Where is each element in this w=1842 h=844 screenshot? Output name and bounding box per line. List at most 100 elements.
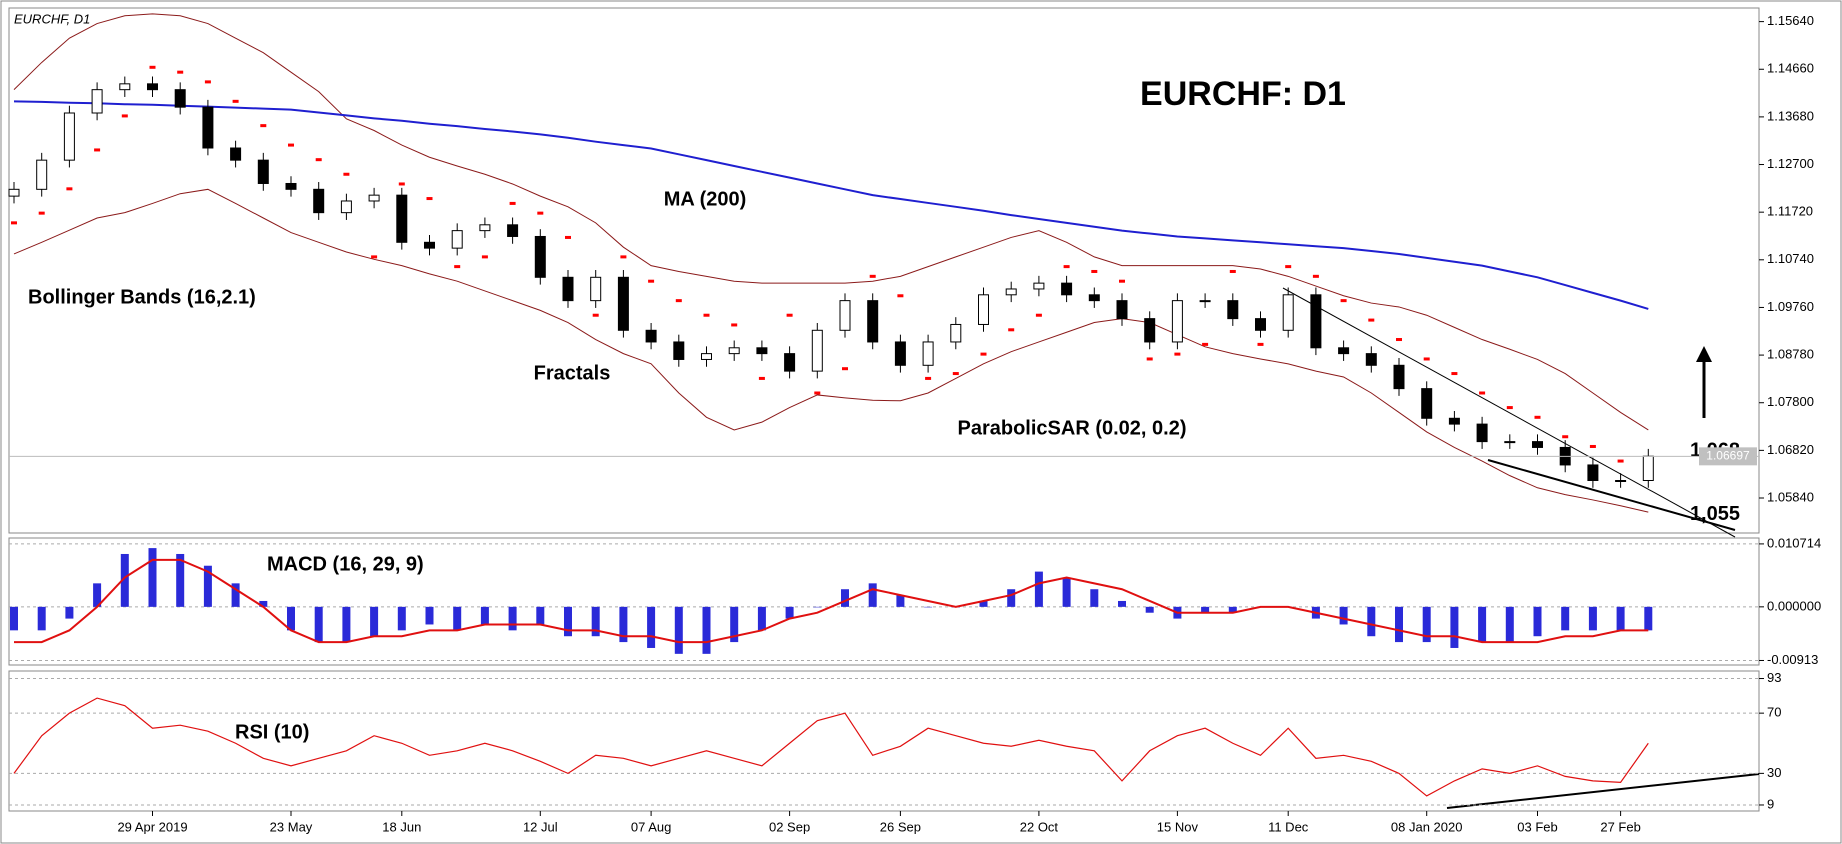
macd-bar: [647, 606, 656, 648]
candle-body: [257, 159, 269, 184]
candle-body: [534, 235, 546, 278]
sar-dot: [1229, 269, 1236, 273]
macd-bar: [896, 595, 905, 607]
macd-bar: [785, 606, 794, 619]
candle-body: [1310, 294, 1322, 349]
sar-dot: [980, 352, 987, 356]
candle-body: [424, 241, 435, 249]
sar-dot: [1146, 357, 1153, 361]
candle-body: [645, 329, 657, 343]
macd-signal: [14, 558, 1649, 644]
y-tick-label: -0.00913: [1767, 652, 1818, 667]
candle-body: [1532, 441, 1543, 448]
macd-bar: [702, 606, 711, 654]
candle-body: [1504, 441, 1516, 444]
macd-bar: [1533, 606, 1542, 637]
candle-body: [784, 353, 796, 372]
sar-dot: [1589, 444, 1596, 448]
sar-dot: [814, 391, 821, 395]
ma-line: [13, 100, 1649, 310]
macd-bar: [841, 589, 849, 607]
candle-body: [1476, 423, 1488, 443]
macd-bar: [93, 583, 102, 607]
sar-dot: [731, 323, 738, 327]
macd-bar: [674, 606, 683, 654]
macd-bar: [508, 606, 517, 631]
y-tick-label: 9: [1767, 796, 1774, 811]
macd-bar: [1588, 606, 1597, 631]
candle-body: [1033, 282, 1045, 290]
macd-bar: [619, 606, 628, 643]
x-tick-label: 27 Feb: [1600, 819, 1640, 834]
candle-body: [756, 347, 768, 355]
sar-dot: [537, 211, 544, 215]
sar-dot: [315, 158, 322, 162]
y-tick-label: 1.12700: [1767, 156, 1814, 171]
candle-body: [1061, 282, 1073, 296]
candle-body: [728, 347, 740, 355]
candle-body: [1255, 318, 1266, 331]
sar-dot: [703, 313, 710, 317]
sar-dot: [1285, 265, 1292, 269]
sar-dot: [842, 367, 848, 371]
sar-label: ParabolicSAR (0.02, 0.2): [958, 417, 1187, 439]
macd-bar: [979, 600, 988, 607]
macd-bar: [453, 606, 462, 631]
macd-bar: [425, 606, 434, 625]
candle-body: [1615, 480, 1627, 482]
macd-bar: [1505, 606, 1514, 643]
y-tick-label: 1.11720: [1767, 204, 1813, 219]
macd-bar: [120, 553, 129, 607]
y-tick-label: 30: [1767, 765, 1781, 780]
sar-dot: [1451, 372, 1458, 376]
macd-bar: [813, 606, 822, 608]
candle-body: [839, 300, 851, 331]
candle-body: [313, 188, 325, 214]
candle-body: [8, 188, 20, 197]
macd-bar: [1007, 589, 1016, 607]
candle-body: [1282, 294, 1294, 331]
macd-bar: [1644, 606, 1653, 631]
y-tick-label: 1.05840: [1767, 489, 1814, 504]
macd-bar: [1339, 606, 1348, 625]
y-tick-label: 0.010714: [1767, 535, 1821, 550]
sar-dot: [481, 255, 488, 259]
sar-dot: [94, 148, 101, 152]
candle-body: [1005, 288, 1017, 296]
candle-body: [811, 329, 823, 372]
sar-dot: [1091, 269, 1098, 273]
arrow-head: [1696, 346, 1712, 362]
macd-bar: [203, 565, 212, 607]
last-price-label: 1.06697: [1706, 449, 1750, 463]
macd-bar: [1616, 606, 1625, 631]
sar-dot: [1562, 435, 1569, 439]
sar-dot: [592, 313, 599, 317]
candle-body: [230, 147, 242, 161]
x-tick-label: 18 Jun: [382, 819, 421, 834]
sar-dot: [343, 172, 350, 176]
macd-bar: [536, 606, 545, 625]
x-tick-label: 15 Nov: [1157, 819, 1199, 834]
candle-body: [701, 353, 712, 360]
level-label: 1,055: [1690, 503, 1740, 525]
sar-dot: [398, 182, 405, 186]
rsi-label: RSI (10): [235, 721, 309, 743]
x-tick-label: 29 Apr 2019: [117, 819, 187, 834]
candle-body: [91, 89, 103, 114]
macd-panel: [8, 537, 1760, 666]
sar-dot: [149, 65, 156, 69]
y-tick-label: 70: [1767, 705, 1781, 720]
y-tick-label: 1.09760: [1767, 299, 1814, 314]
candle-body: [1088, 294, 1100, 302]
sar-dot: [1008, 328, 1015, 332]
sar-dot: [509, 201, 516, 205]
rsi-line: [13, 697, 1649, 797]
sar-dot: [1202, 342, 1209, 346]
sar-dot: [1396, 338, 1402, 342]
sar-dot: [177, 70, 184, 74]
macd-bar: [1450, 606, 1459, 648]
candle-body: [202, 106, 214, 149]
candle-body: [340, 200, 352, 214]
candle-body: [673, 341, 685, 360]
